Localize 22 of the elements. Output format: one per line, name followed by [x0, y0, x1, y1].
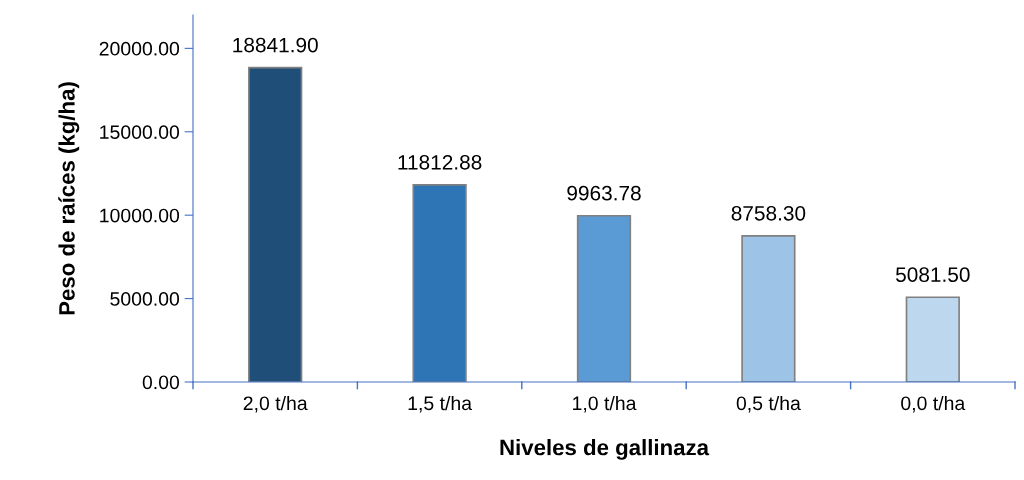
bar [576, 214, 632, 382]
y-tick-label: 5000.00 [110, 292, 180, 306]
bar [412, 184, 467, 382]
bar [741, 235, 796, 382]
x-tick-label: 2,0 t/ha [243, 395, 308, 413]
data-label: 5081.50 [895, 267, 970, 282]
x-tick-label: 1,5 t/ha [408, 395, 473, 413]
data-label: 9963.78 [567, 185, 641, 201]
x-tick-label: 1,0 t/ha [573, 395, 637, 413]
bar [905, 296, 960, 382]
y-tick-label: 0.00 [142, 375, 180, 390]
x-tick-label: 0,0 t/ha [901, 395, 966, 413]
data-label: 11812.88 [398, 154, 482, 170]
y-axis-title: Peso de raíces (kg/ha) [58, 82, 80, 315]
data-label: 8758.30 [731, 205, 806, 221]
bar [248, 66, 303, 382]
y-tick-label: 10000.00 [100, 208, 180, 223]
x-axis-title: Niveles de gallinaza [500, 439, 710, 460]
y-tick-label: 20000.00 [99, 41, 180, 56]
data-label: 18841.90 [233, 37, 318, 53]
x-tick-label: 0,5 t/ha [736, 395, 801, 413]
y-tick-label: 15000.00 [100, 125, 180, 140]
